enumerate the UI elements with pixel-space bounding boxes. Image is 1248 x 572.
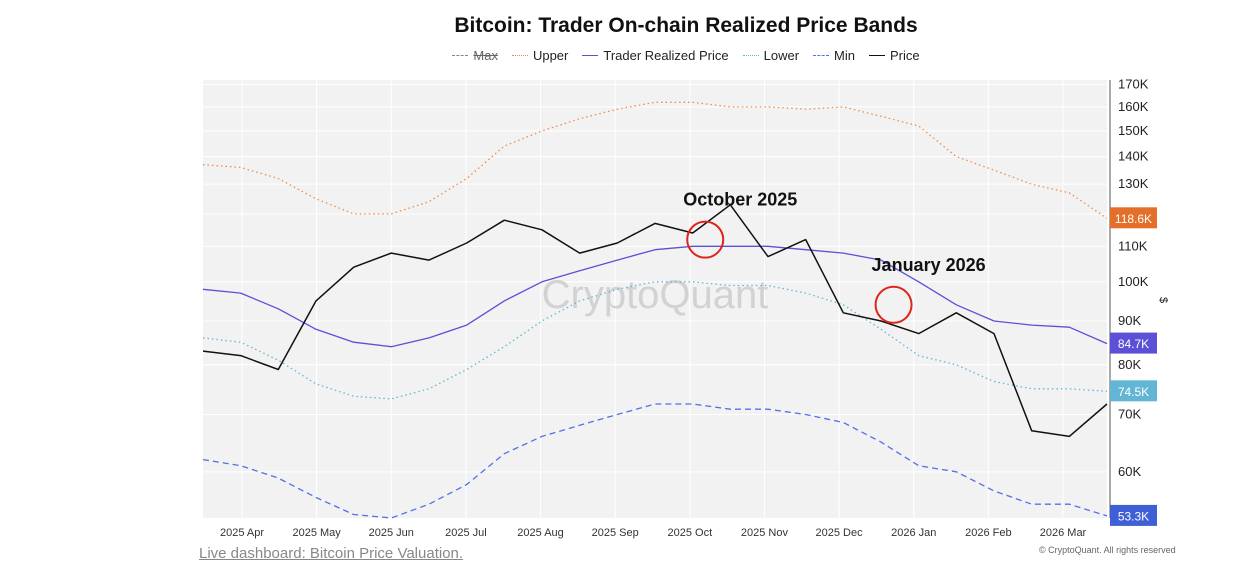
y-tick-label: 90K — [1118, 313, 1141, 328]
series-line-price — [202, 204, 1108, 438]
chart-title: Bitcoin: Trader On-chain Realized Price … — [454, 14, 918, 37]
x-tick-label: 2025 Aug — [517, 527, 564, 539]
legend-swatch-trader-realized-price — [582, 55, 599, 56]
legend-swatch-max — [452, 55, 469, 56]
x-tick-label: 2025 Jun — [369, 527, 414, 539]
legend-swatch-upper — [511, 55, 528, 56]
value-badge-label: 53.3K — [1118, 509, 1149, 523]
legend-item-upper[interactable]: Upper — [511, 48, 569, 63]
legend-item-max[interactable]: Max — [452, 48, 498, 63]
value-badge — [1110, 332, 1157, 354]
value-badge — [1110, 207, 1157, 229]
legend-item-min[interactable]: Min — [813, 48, 855, 63]
copyright-text: © CryptoQuant. All rights reserved — [1039, 545, 1176, 555]
x-tick-label: 2025 Oct — [667, 527, 712, 539]
y-tick-label: 130K — [1118, 176, 1149, 191]
chart-legend: Max Upper Trader Realized Price Lower Mi… — [0, 48, 1248, 63]
legend-label-min: Min — [834, 48, 855, 63]
legend-swatch-price — [868, 55, 885, 56]
y-tick-label: 80K — [1118, 357, 1141, 372]
x-tick-label: 2025 Apr — [220, 527, 264, 539]
legend-item-lower[interactable]: Lower — [742, 48, 800, 63]
annotation-circle — [874, 285, 913, 324]
x-tick-label: 2026 Jan — [891, 527, 936, 539]
x-tick-label: 2025 Sep — [592, 527, 639, 539]
live-dashboard-link[interactable]: Live dashboard: Bitcoin Price Valuation. — [199, 545, 464, 562]
x-tick-label: 2025 Dec — [816, 527, 864, 539]
legend-label-trader-realized-price: Trader Realized Price — [603, 48, 729, 63]
y-tick-label: 170K — [1118, 76, 1149, 91]
y-tick-label: 60K — [1118, 464, 1141, 479]
y-tick-label: 160K — [1118, 99, 1149, 114]
x-tick-label: 2025 Jul — [445, 527, 487, 539]
value-badge — [1110, 504, 1157, 526]
annotation-label: January 2026 — [872, 255, 986, 275]
plot-area — [203, 80, 1107, 518]
x-tick-label: 2026 Mar — [1040, 527, 1087, 539]
value-badge-label: 118.6K — [1115, 212, 1152, 226]
series-line-trader-realized-price — [202, 245, 1108, 348]
legend-label-lower: Lower — [763, 48, 800, 63]
watermark: CryptoQuant — [542, 273, 769, 317]
x-tick-label: 2025 May — [292, 527, 341, 539]
y-tick-label: 70K — [1118, 406, 1141, 421]
y-tick-label: 150K — [1118, 123, 1149, 138]
y-axis-label: $ — [1157, 297, 1169, 303]
legend-item-trader-realized-price[interactable]: Trader Realized Price — [582, 48, 729, 63]
x-tick-label: 2026 Feb — [965, 527, 1011, 539]
value-badge-label: 84.7K — [1118, 337, 1149, 351]
legend-label-price: Price — [889, 48, 920, 63]
legend-swatch-min — [813, 55, 830, 56]
legend-swatch-lower — [742, 55, 759, 56]
y-tick-label: 140K — [1118, 149, 1149, 164]
value-badge-label: 74.5K — [1118, 385, 1149, 399]
y-tick-label: 100K — [1118, 274, 1149, 289]
annotation-circle — [686, 220, 725, 259]
x-tick-label: 2025 Nov — [741, 527, 789, 539]
annotation-label: October 2025 — [683, 190, 797, 210]
legend-label-max: Max — [473, 48, 498, 63]
series-line-min — [202, 403, 1108, 519]
value-badge — [1110, 380, 1157, 402]
legend-item-price[interactable]: Price — [868, 48, 920, 63]
y-tick-label: 110K — [1118, 238, 1148, 253]
legend-label-upper: Upper — [532, 48, 569, 63]
